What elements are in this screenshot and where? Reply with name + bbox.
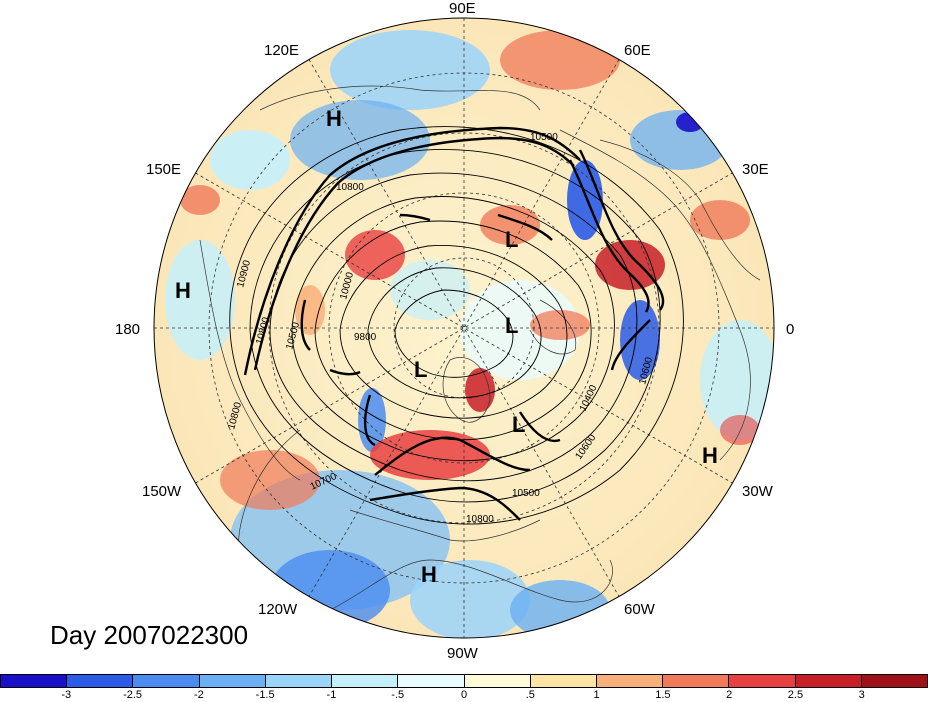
longitude-label-180: 180 [115, 321, 140, 338]
contour-label: 10800 [466, 514, 494, 525]
colorbar-labels: -3 -2.5 -2 -1.5 -1 -.5 0 .5 1 1.5 2 2.5 3 [0, 688, 928, 702]
colorbar-swatch [1, 675, 68, 687]
high-pressure-label: H [326, 106, 342, 131]
longitude-label-150e: 150E [146, 161, 181, 178]
longitude-label-60w: 60W [624, 601, 656, 618]
date-title: Day 2007022300 [50, 620, 249, 650]
colorbar-tick-label: .5 [525, 689, 535, 701]
colorbar-swatch [464, 675, 531, 687]
low-pressure-label: L [512, 412, 525, 437]
colorbar-swatches [0, 674, 928, 688]
longitude-label-90e: 90E [449, 0, 476, 17]
jet-isotachs [243, 126, 665, 521]
height-contours [229, 126, 684, 525]
colorbar-tick-label: -1 [326, 689, 337, 701]
colorbar-swatch [265, 675, 333, 687]
colorbar-swatch [133, 675, 200, 687]
longitude-label-0: 0 [786, 321, 794, 338]
colorbar: -3 -2.5 -2 -1.5 -1 -.5 0 .5 1 1.5 2 2.5 3 [0, 674, 928, 702]
colorbar-tick-label: 1 [593, 689, 600, 701]
colorbar-tick-label: -.5 [391, 689, 405, 701]
colorbar-swatch [596, 675, 664, 687]
longitude-label-120e: 120E [264, 42, 299, 59]
colorbar-tick-label: 3 [858, 689, 865, 701]
colorbar-tick-label: -2.5 [123, 689, 143, 701]
longitude-label-90w: 90W [447, 645, 479, 662]
colorbar-swatch [663, 675, 730, 687]
pressure-center-group: H H H H L L L L [175, 106, 718, 587]
longitude-label-group: 90E 60E 30E 0 30W 60W 90W 120W 150W 180 … [115, 0, 794, 662]
longitude-label-30w: 30W [742, 483, 774, 500]
contour-label: 10500 [512, 488, 540, 499]
colorbar-swatch [729, 675, 796, 687]
colorbar-tick-label: 1.5 [655, 689, 671, 701]
colorbar-swatch [398, 675, 465, 687]
colorbar-swatch [332, 675, 399, 687]
colorbar-tick-label: -2 [193, 689, 204, 701]
high-pressure-label: H [702, 443, 718, 468]
colorbar-swatch [861, 675, 928, 687]
low-pressure-label: L [505, 227, 518, 252]
longitude-label-150w: 150W [142, 483, 182, 500]
high-pressure-label: H [175, 278, 191, 303]
colorbar-swatch [199, 675, 266, 687]
contour-label: 9800 [354, 332, 377, 343]
coastlines [199, 85, 761, 613]
colorbar-tick-label: -3 [61, 689, 72, 701]
longitude-label-60e: 60E [624, 42, 651, 59]
longitude-label-120w: 120W [258, 601, 298, 618]
colorbar-swatch [67, 675, 134, 687]
low-pressure-label: L [414, 357, 427, 382]
low-pressure-label: L [505, 313, 518, 338]
high-pressure-label: H [421, 562, 437, 587]
colorbar-swatch [795, 675, 862, 687]
colorbar-swatch [530, 675, 597, 687]
graticule [154, 18, 774, 638]
colorbar-tick-label: 0 [460, 689, 468, 701]
longitude-label-30e: 30E [742, 161, 769, 178]
colorbar-tick-label: -1.5 [255, 689, 275, 701]
contour-label: 10500 [530, 132, 558, 143]
map-boundary [153, 17, 775, 639]
colorbar-tick-label: 2.5 [787, 689, 804, 701]
colorbar-tick-label: 2 [726, 689, 733, 701]
contour-label: 10800 [336, 182, 364, 193]
